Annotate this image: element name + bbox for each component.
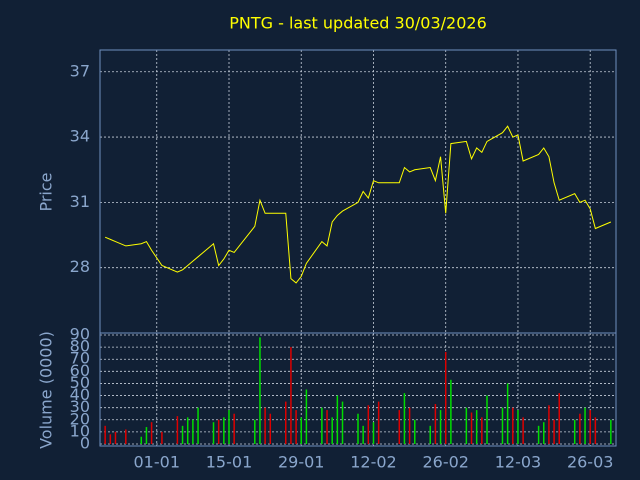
volume-bar: [450, 379, 452, 444]
volume-bar: [434, 404, 437, 444]
volume-bar: [470, 412, 473, 444]
price-line: [104, 125, 612, 284]
x-tick-label: 12-02: [350, 453, 397, 472]
y-tick-label: 28: [70, 257, 90, 276]
volume-bar: [212, 422, 215, 444]
y-tick-label: 10: [70, 421, 90, 440]
volume-bar: [290, 347, 292, 444]
volume-bar: [176, 416, 179, 444]
volume-bar: [357, 413, 359, 444]
x-tick-label: 29-01: [278, 453, 325, 472]
y-tick-label: 90: [70, 325, 90, 344]
volume-bar: [444, 351, 447, 444]
chart-title: PNTG - last updated 30/03/2026: [229, 14, 487, 33]
volume-bar: [589, 410, 591, 444]
volume-bar: [573, 419, 576, 444]
volume-bar: [233, 413, 235, 444]
volume-bar: [197, 407, 199, 444]
volume-bar: [341, 401, 344, 444]
volume-bar: [362, 425, 364, 444]
volume-bar: [285, 401, 287, 444]
volume-bar: [145, 427, 148, 444]
y-tick-label: 37: [70, 61, 90, 80]
volume-bar: [439, 410, 442, 444]
y-tick-label: 34: [70, 127, 90, 146]
volume-bar: [140, 436, 143, 444]
volume-bar: [269, 413, 272, 444]
volume-bar: [331, 417, 333, 444]
volume-bar: [517, 410, 519, 444]
volume-bar: [537, 425, 540, 444]
volume-bar: [321, 407, 323, 444]
volume-bar: [501, 407, 504, 444]
volume-bar: [558, 393, 560, 444]
x-tick-label: 26-03: [567, 453, 614, 472]
volume-bar: [109, 434, 112, 444]
x-tick-label: 01-01: [134, 453, 181, 472]
volume-bar: [228, 410, 230, 444]
volume-bar: [553, 419, 555, 444]
volume-bar: [512, 407, 514, 444]
y-tick-label: 60: [70, 361, 90, 380]
volume-bar: [305, 389, 308, 444]
volume-bar: [326, 410, 328, 444]
volume-bar: [259, 337, 261, 444]
x-tick-label: 12-03: [495, 453, 542, 472]
volume-bar: [192, 419, 194, 444]
volume-bar: [543, 422, 545, 444]
volume-bar: [186, 417, 189, 444]
volume-bar: [414, 419, 416, 444]
volume-bar: [217, 419, 220, 444]
y-tick-label: 40: [70, 385, 90, 404]
x-tick-label: 26-02: [422, 453, 469, 472]
volume-bar: [367, 405, 370, 444]
volume-bar: [114, 431, 117, 444]
volume-bar: [161, 431, 163, 444]
volume-bar: [181, 425, 184, 444]
volume-bar: [475, 410, 478, 444]
y-tick-label: 30: [70, 397, 90, 416]
y-tick-label: 20: [70, 409, 90, 428]
x-tick-label: 15-01: [206, 453, 253, 472]
volume-bar: [254, 419, 256, 444]
volume-bar: [264, 407, 266, 444]
volume-bar: [522, 417, 524, 444]
volume-bar: [481, 417, 483, 444]
volume-bar: [125, 429, 127, 444]
volume-bar: [372, 422, 375, 444]
y-tick-label: 80: [70, 337, 90, 356]
price-axis-label: Price: [37, 172, 56, 211]
volume-bar: [300, 417, 302, 444]
y-tick-label: 50: [70, 373, 90, 392]
volume-bar: [579, 413, 581, 444]
volume-bar: [223, 417, 225, 444]
volume-bar: [429, 425, 431, 444]
volume-bar: [584, 407, 586, 444]
volume-axis-label: Volume (0000): [37, 331, 56, 449]
volume-bar: [398, 410, 401, 444]
y-tick-label: 31: [70, 192, 90, 211]
volume-bar: [104, 425, 106, 444]
volume-bar: [465, 407, 468, 444]
volume-bar: [377, 401, 380, 444]
volume-bar: [594, 417, 597, 444]
y-tick-label: 0: [80, 434, 90, 453]
volume-bar: [610, 419, 612, 444]
volume-bar: [506, 383, 509, 444]
volume-bar: [486, 395, 488, 444]
volume-bar: [295, 410, 297, 444]
volume-bar: [150, 422, 153, 444]
y-tick-label: 70: [70, 349, 90, 368]
volume-bar: [408, 407, 411, 444]
panel-frame: [99, 332, 617, 447]
volume-bar: [548, 405, 550, 444]
volume-bar: [336, 395, 339, 444]
volume-bar: [403, 393, 406, 444]
